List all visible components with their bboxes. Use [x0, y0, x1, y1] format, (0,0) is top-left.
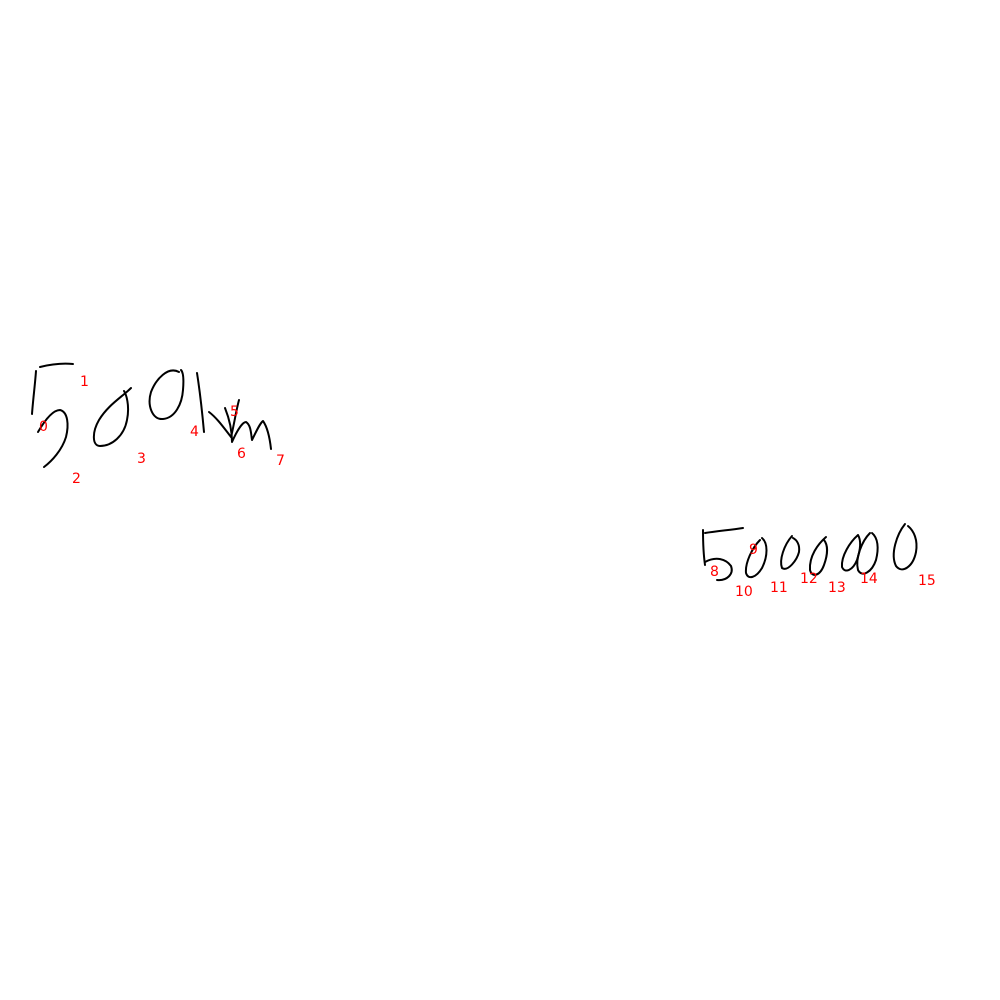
stroke-label: 11 [770, 580, 788, 596]
stroke-14 [856, 532, 879, 575]
stroke-9 [704, 557, 733, 582]
stroke-label: 0 [39, 419, 48, 435]
stroke-label: 7 [276, 453, 285, 469]
stroke-8 [704, 527, 744, 534]
stroke-7 [702, 529, 706, 566]
stroke-labels: 0 1 2 3 4 5 6 7 8 9 10 11 12 13 14 15 [39, 374, 936, 600]
stroke-3 [92, 387, 132, 447]
stroke-label: 13 [828, 580, 846, 596]
stroke-label: 3 [137, 451, 146, 467]
stroke-15 [892, 523, 918, 571]
stroke-0 [31, 370, 37, 415]
stroke-6 [224, 407, 272, 450]
stroke-label: 9 [749, 542, 758, 558]
stroke-11 [780, 535, 801, 570]
stroke-label: 8 [710, 564, 719, 580]
ink-strokes [31, 362, 918, 582]
stroke-label: 2 [72, 471, 81, 487]
stroke-10 [744, 537, 768, 579]
stroke-label: 10 [735, 584, 753, 600]
stroke-2 [37, 409, 69, 468]
stroke-1 [39, 362, 74, 368]
stroke-label: 12 [800, 571, 818, 587]
stroke-label: 5 [230, 404, 239, 420]
stroke-label: 6 [237, 446, 246, 462]
stroke-label: 4 [190, 424, 199, 440]
stroke-3b [148, 369, 185, 420]
stroke-13 [840, 534, 862, 572]
stroke-4 [196, 372, 205, 433]
stroke-label: 15 [918, 573, 936, 589]
stroke-12 [808, 536, 828, 576]
stroke-label: 1 [80, 374, 89, 390]
stroke-label: 14 [860, 571, 878, 587]
